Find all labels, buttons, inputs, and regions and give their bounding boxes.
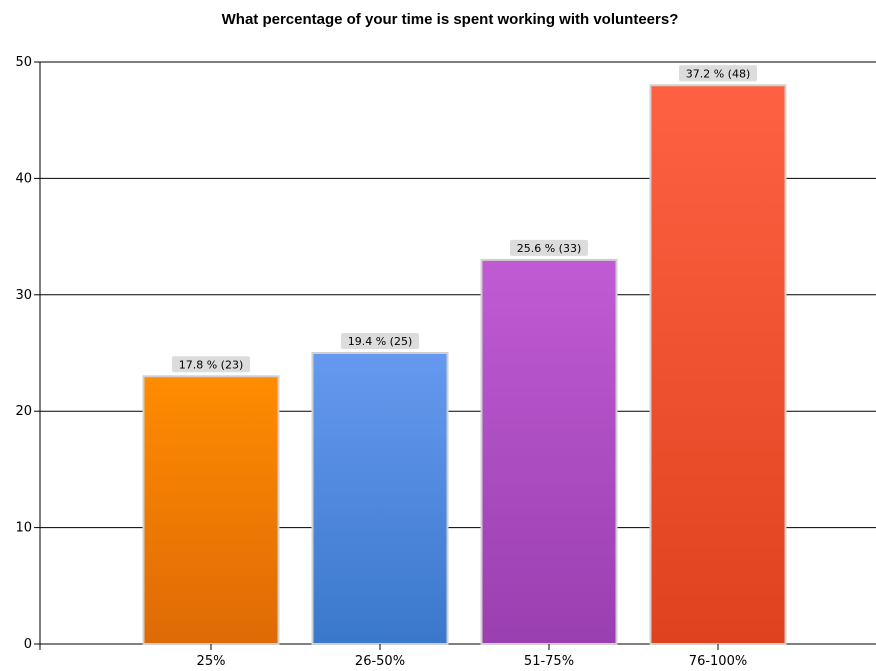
bar-3 — [480, 258, 618, 645]
bar-2 — [311, 352, 449, 645]
x-tick-label: 76-100% — [689, 654, 747, 669]
y-tick-label: 10 — [15, 521, 32, 536]
x-tick-label: 25% — [197, 654, 226, 669]
data-label: 25.6 % (33) — [517, 242, 582, 255]
data-label-background — [172, 356, 250, 373]
data-label: 17.8 % (23) — [179, 358, 244, 371]
data-label-background — [341, 333, 419, 349]
y-tick-label: 30 — [15, 288, 32, 303]
y-tick-label: 0 — [24, 637, 32, 652]
x-tick-label: 26-50% — [355, 654, 405, 669]
data-label-background — [679, 65, 757, 82]
bar-4 — [649, 84, 787, 645]
bar-1 — [142, 375, 280, 645]
y-tick-label: 50 — [15, 55, 32, 70]
data-label-background — [510, 239, 588, 256]
x-axis-ticks: 25% 26-50% 51-75% 76-100% — [197, 644, 747, 669]
data-labels: 17.8 % (23) 19.4 % (25) 25.6 % (33) 37.2 % … — [172, 65, 757, 373]
data-label: 19.4 % (25) — [348, 335, 413, 348]
y-axis-ticks: 0 10 20 30 40 50 — [15, 55, 40, 652]
y-tick-label: 20 — [15, 404, 32, 419]
chart-title: What percentage of your time is spent wo… — [222, 11, 679, 28]
y-tick-label: 40 — [15, 171, 32, 186]
data-label: 37.2 % (48) — [686, 67, 751, 80]
bars — [142, 84, 787, 645]
x-tick-label: 51-75% — [524, 654, 574, 669]
